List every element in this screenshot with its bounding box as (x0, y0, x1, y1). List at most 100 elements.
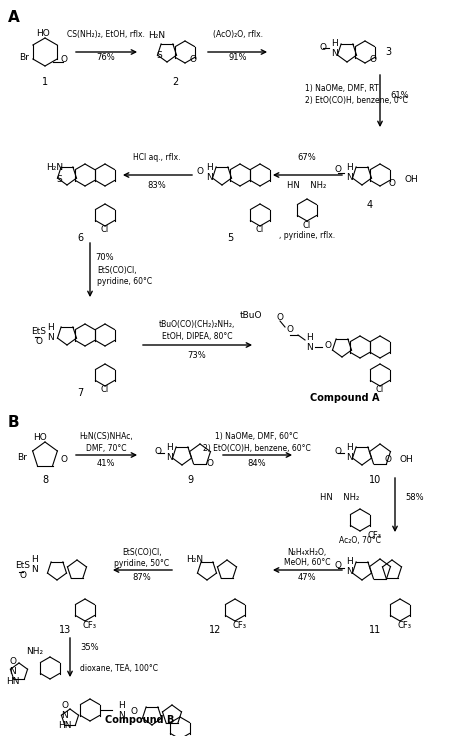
Text: N: N (9, 668, 17, 676)
Text: EtS: EtS (16, 562, 30, 570)
Text: CF₃: CF₃ (233, 620, 247, 629)
Text: Ac₂O, 70°C: Ac₂O, 70°C (339, 536, 381, 545)
Text: H: H (332, 40, 338, 49)
Text: EtS(CO)Cl,: EtS(CO)Cl, (122, 548, 162, 557)
Text: 5: 5 (227, 233, 233, 243)
Text: O: O (319, 43, 327, 52)
Text: 2) EtO(CO)H, benzene, 60°C: 2) EtO(CO)H, benzene, 60°C (203, 445, 311, 453)
Text: 76%: 76% (97, 54, 115, 63)
Text: 91%: 91% (229, 54, 247, 63)
Text: O: O (384, 456, 392, 464)
Text: N: N (47, 333, 55, 342)
Text: O: O (370, 55, 376, 65)
Text: HN: HN (58, 721, 72, 729)
Text: H: H (346, 163, 354, 171)
Text: CS(NH₂)₂, EtOH, rflx.: CS(NH₂)₂, EtOH, rflx. (67, 30, 145, 40)
Text: NH₂: NH₂ (27, 648, 44, 657)
Text: 1) NaOMe, DMF, 60°C: 1) NaOMe, DMF, 60°C (216, 433, 299, 442)
Text: N: N (167, 453, 173, 461)
Text: 84%: 84% (248, 459, 266, 467)
Text: N: N (346, 172, 354, 182)
Text: O: O (389, 179, 395, 188)
Text: O: O (130, 707, 137, 717)
Text: pyridine, 60°C: pyridine, 60°C (97, 277, 152, 286)
Text: 7: 7 (77, 388, 83, 398)
Text: (AcO)₂O, rflx.: (AcO)₂O, rflx. (213, 30, 263, 40)
Text: Br: Br (17, 453, 27, 462)
Text: 4: 4 (367, 200, 373, 210)
Text: O: O (335, 166, 341, 174)
Text: 41%: 41% (97, 459, 115, 467)
Text: S: S (156, 51, 162, 60)
Text: OH: OH (405, 175, 419, 185)
Text: H₂N: H₂N (148, 32, 165, 40)
Text: N: N (332, 49, 338, 58)
Text: 11: 11 (369, 625, 381, 635)
Text: H: H (167, 442, 173, 451)
Text: 1) NaOMe, DMF, RT: 1) NaOMe, DMF, RT (305, 83, 379, 93)
Text: O: O (286, 325, 293, 334)
Text: EtS(CO)Cl,: EtS(CO)Cl, (97, 266, 137, 275)
Text: O: O (190, 55, 197, 65)
Text: O: O (335, 447, 341, 456)
Text: H₂N: H₂N (46, 163, 64, 171)
Text: N: N (346, 567, 354, 576)
Text: O: O (61, 456, 68, 464)
Text: pyridine, 50°C: pyridine, 50°C (114, 559, 170, 567)
Text: H: H (207, 163, 213, 171)
Text: Compound A: Compound A (310, 393, 380, 403)
Text: 35%: 35% (80, 643, 99, 653)
Text: 3: 3 (385, 47, 391, 57)
Text: dioxane, TEA, 100°C: dioxane, TEA, 100°C (80, 663, 158, 673)
Text: HN    NH₂: HN NH₂ (320, 492, 360, 501)
Text: N: N (307, 342, 313, 352)
Text: H: H (307, 333, 313, 342)
Text: O: O (276, 313, 283, 322)
Text: Cl: Cl (303, 221, 311, 230)
Text: A: A (8, 10, 20, 25)
Text: S: S (56, 174, 62, 183)
Text: OH: OH (400, 456, 414, 464)
Text: N₂H₄xH₂O,: N₂H₄xH₂O, (287, 548, 327, 557)
Text: O: O (335, 562, 341, 570)
Text: tBuO(CO)(CH₂)₂NH₂,: tBuO(CO)(CH₂)₂NH₂, (159, 320, 235, 330)
Text: 83%: 83% (147, 180, 166, 189)
Text: Cl: Cl (101, 225, 109, 235)
Text: HN    NH₂: HN NH₂ (287, 180, 327, 189)
Text: N: N (118, 710, 126, 720)
Text: 67%: 67% (298, 154, 316, 163)
Text: O: O (36, 336, 43, 345)
Text: H: H (118, 701, 126, 710)
Text: H: H (32, 556, 38, 565)
Text: 9: 9 (187, 475, 193, 485)
Text: N: N (207, 172, 213, 182)
Text: O: O (62, 701, 69, 710)
Text: 73%: 73% (188, 350, 206, 359)
Text: 8: 8 (42, 475, 48, 485)
Text: CF₃: CF₃ (83, 620, 97, 629)
Text: , pyridine, rflx.: , pyridine, rflx. (279, 230, 335, 239)
Text: HN: HN (6, 678, 20, 687)
Text: 10: 10 (369, 475, 381, 485)
Text: O: O (9, 657, 17, 667)
Text: 1: 1 (42, 77, 48, 87)
Text: 87%: 87% (133, 573, 151, 582)
Text: B: B (8, 415, 19, 430)
Text: MeOH, 60°C: MeOH, 60°C (284, 559, 330, 567)
Text: tBuO: tBuO (239, 311, 262, 319)
Text: H: H (47, 322, 55, 331)
Text: EtS: EtS (31, 327, 46, 336)
Text: O: O (19, 571, 27, 581)
Text: CF₃: CF₃ (398, 620, 412, 629)
Text: Br: Br (19, 52, 29, 62)
Text: 2: 2 (172, 77, 178, 87)
Text: EtOH, DIPEA, 80°C: EtOH, DIPEA, 80°C (162, 333, 232, 342)
Text: 61%: 61% (390, 91, 409, 99)
Text: O: O (207, 459, 213, 467)
Text: 6: 6 (77, 233, 83, 243)
Text: O: O (325, 341, 331, 350)
Text: 58%: 58% (405, 492, 424, 501)
Text: N: N (346, 453, 354, 461)
Text: CF₃: CF₃ (368, 531, 382, 539)
Text: 47%: 47% (298, 573, 316, 582)
